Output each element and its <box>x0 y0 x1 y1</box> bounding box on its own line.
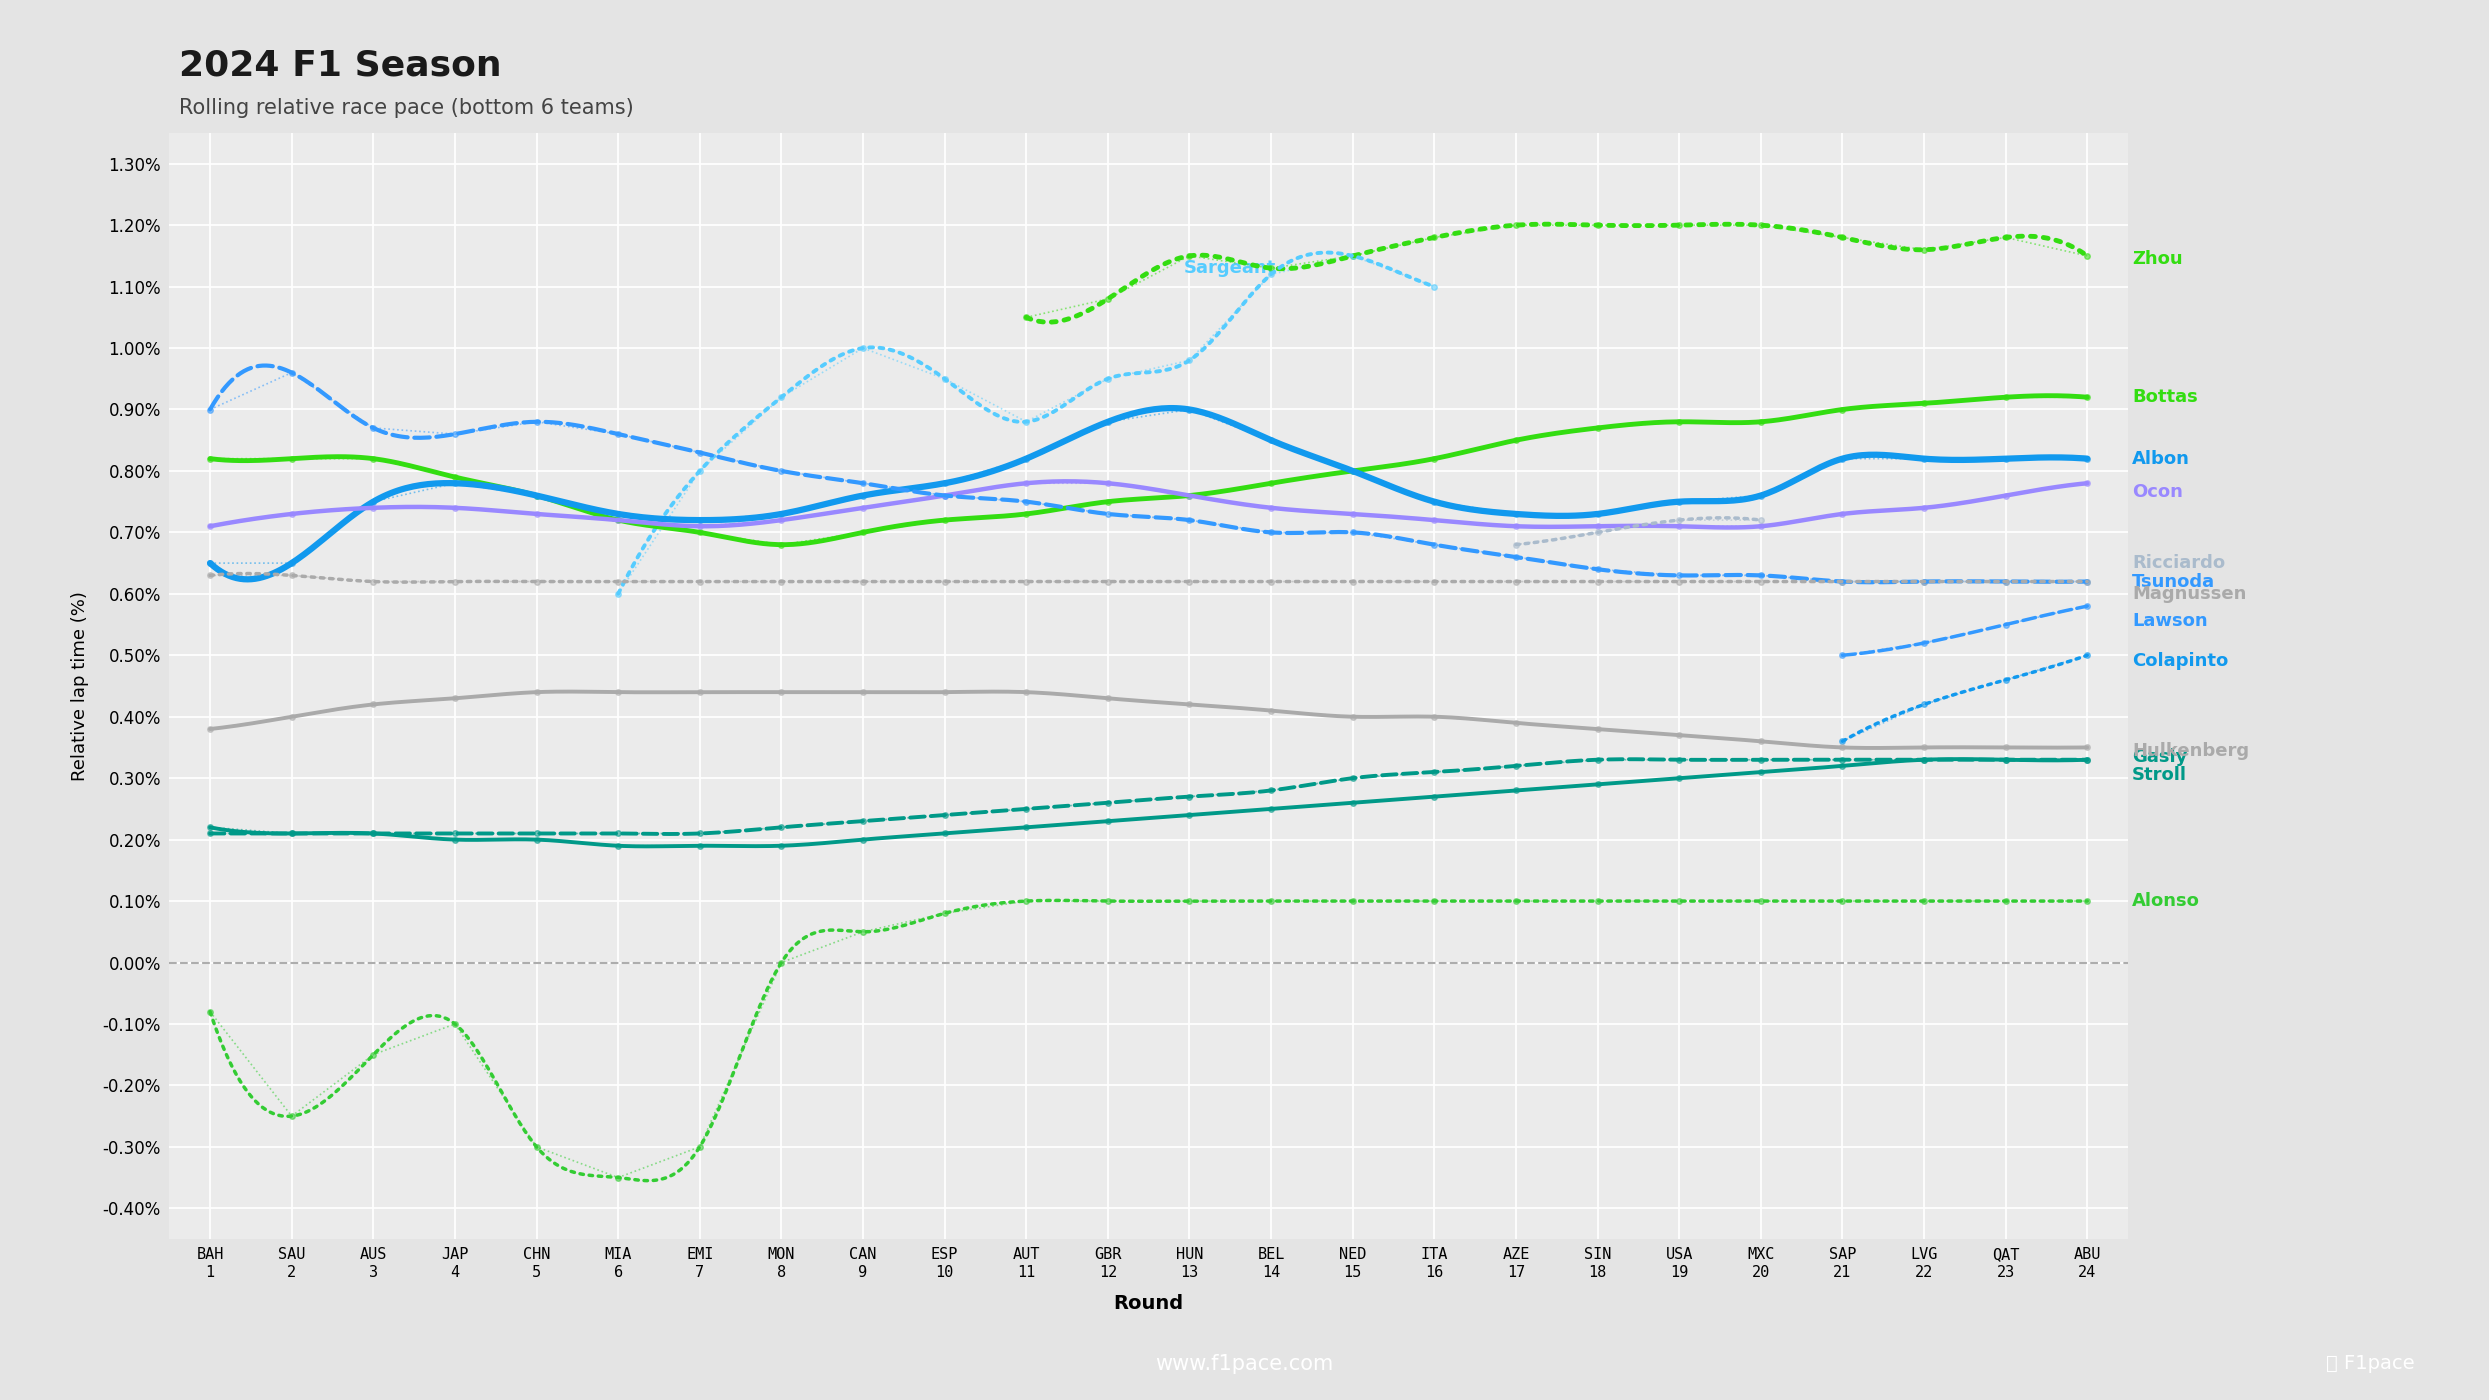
Text: Ricciardo: Ricciardo <box>2133 554 2225 573</box>
Text: Tsunoda: Tsunoda <box>2133 573 2215 591</box>
Text: Zhou: Zhou <box>2133 251 2183 267</box>
Text: 🏎 F1pace: 🏎 F1pace <box>2325 1354 2414 1373</box>
Text: Gasly: Gasly <box>2133 748 2188 766</box>
Y-axis label: Relative lap time (%): Relative lap time (%) <box>70 591 90 781</box>
Text: Rolling relative race pace (bottom 6 teams): Rolling relative race pace (bottom 6 tea… <box>179 98 635 118</box>
Text: Hulkenberg: Hulkenberg <box>2133 742 2250 760</box>
Text: 2024 F1 Season: 2024 F1 Season <box>179 49 503 83</box>
Text: Bottas: Bottas <box>2133 388 2198 406</box>
Text: Stroll: Stroll <box>2133 766 2188 784</box>
Text: Sargeant: Sargeant <box>1185 259 1277 277</box>
Text: Lawson: Lawson <box>2133 612 2208 630</box>
X-axis label: Round: Round <box>1113 1294 1185 1313</box>
Text: Magnussen: Magnussen <box>2133 585 2248 603</box>
Text: Alonso: Alonso <box>2133 892 2200 910</box>
Text: Colapinto: Colapinto <box>2133 652 2228 671</box>
Text: Albon: Albon <box>2133 449 2190 468</box>
Text: Ocon: Ocon <box>2133 483 2183 501</box>
Text: www.f1pace.com: www.f1pace.com <box>1155 1354 1334 1373</box>
